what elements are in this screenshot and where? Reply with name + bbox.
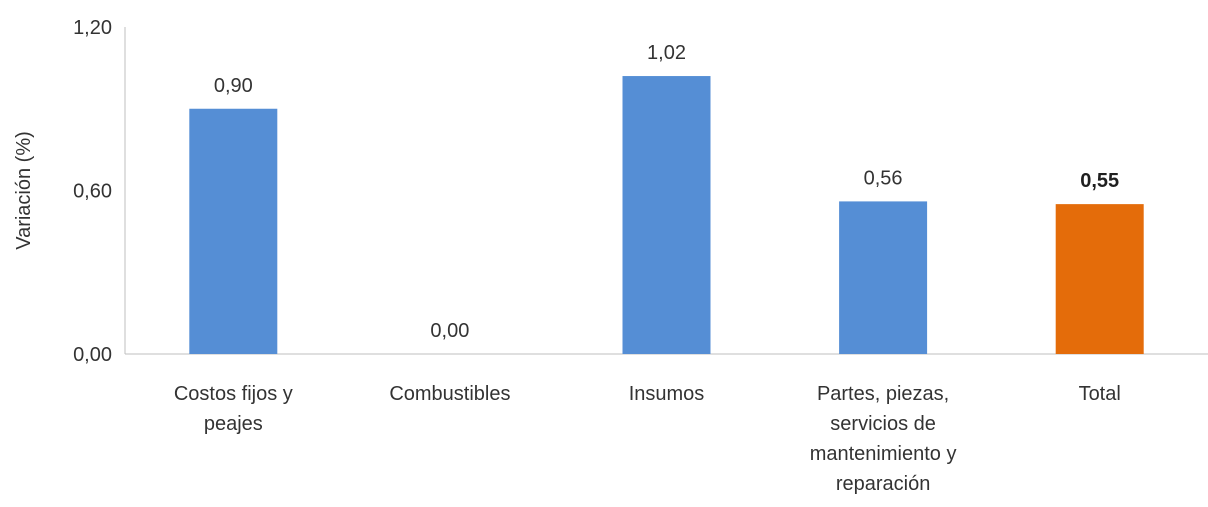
bar [622, 76, 711, 355]
data-label: 0,90 [214, 75, 253, 97]
data-label: 0,00 [430, 320, 469, 342]
bars-group [189, 76, 1144, 355]
data-label: 1,02 [647, 42, 686, 64]
category-label: Total [1079, 383, 1121, 405]
bar [189, 108, 278, 354]
axes-group: 0,00 0,60 1,20 [73, 17, 1208, 366]
category-label: Insumos [629, 383, 705, 405]
category-label: Costos fijos y peajes [174, 383, 293, 435]
data-label: 0,55 [1080, 170, 1119, 192]
bar [839, 201, 928, 354]
bar [1055, 204, 1144, 354]
data-label: 0,56 [864, 167, 903, 189]
category-label: Combustibles [389, 383, 510, 405]
y-tick-label: 0,60 [73, 181, 112, 203]
y-tick-label: 0,00 [73, 344, 112, 366]
y-axis-label: Variación (%) [13, 131, 35, 250]
data-labels-group: 0,90 0,00 1,02 0,56 0,55 [214, 42, 1119, 342]
category-label: Partes, piezas, servicios de mantenimiento… [810, 383, 957, 495]
category-labels-group: Costos fijos y peajes Combustibles Insumos P… [174, 383, 1121, 495]
y-tick-label: 1,20 [73, 17, 112, 39]
